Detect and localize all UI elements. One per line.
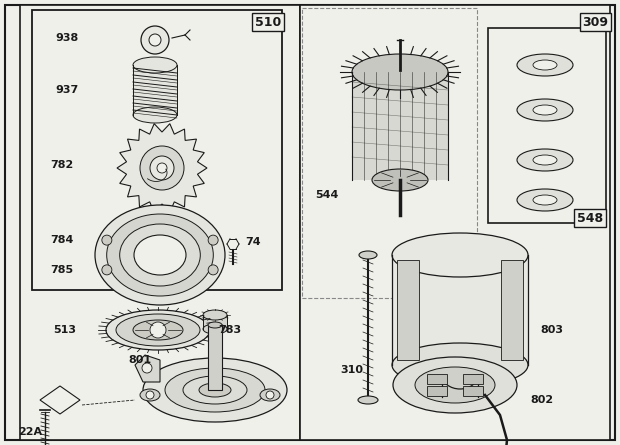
Ellipse shape bbox=[140, 389, 160, 401]
Text: 782: 782 bbox=[50, 160, 73, 170]
Bar bbox=[352, 72, 448, 180]
Ellipse shape bbox=[183, 376, 247, 404]
Ellipse shape bbox=[165, 368, 265, 412]
Circle shape bbox=[208, 265, 218, 275]
Bar bbox=[427, 386, 447, 396]
Bar bbox=[488, 28, 606, 223]
Ellipse shape bbox=[392, 343, 528, 387]
Ellipse shape bbox=[133, 320, 183, 340]
Polygon shape bbox=[117, 124, 207, 212]
Circle shape bbox=[150, 322, 166, 338]
Circle shape bbox=[149, 34, 161, 46]
Text: eReplacementParts.com: eReplacementParts.com bbox=[225, 215, 395, 230]
Ellipse shape bbox=[260, 389, 280, 401]
Circle shape bbox=[266, 391, 274, 399]
Text: 801: 801 bbox=[128, 355, 151, 365]
Ellipse shape bbox=[517, 189, 573, 211]
Ellipse shape bbox=[143, 358, 287, 422]
Text: 802: 802 bbox=[530, 395, 553, 405]
Ellipse shape bbox=[95, 205, 225, 305]
Ellipse shape bbox=[133, 107, 177, 123]
Bar bbox=[302, 8, 477, 298]
Bar bbox=[300, 5, 610, 440]
Ellipse shape bbox=[533, 195, 557, 205]
Ellipse shape bbox=[372, 169, 428, 191]
Text: 783: 783 bbox=[218, 325, 241, 335]
Ellipse shape bbox=[517, 54, 573, 76]
Text: 548: 548 bbox=[577, 211, 603, 224]
Ellipse shape bbox=[533, 105, 557, 115]
Text: 310: 310 bbox=[340, 365, 363, 375]
Circle shape bbox=[142, 363, 152, 373]
Text: 513: 513 bbox=[53, 325, 76, 335]
Bar bbox=[427, 374, 447, 384]
Ellipse shape bbox=[203, 310, 227, 320]
Ellipse shape bbox=[116, 314, 200, 346]
Ellipse shape bbox=[120, 224, 200, 286]
Circle shape bbox=[140, 146, 184, 190]
Circle shape bbox=[102, 235, 112, 245]
Text: 784: 784 bbox=[50, 235, 73, 245]
Circle shape bbox=[141, 26, 169, 54]
Bar bbox=[501, 260, 523, 360]
Text: 938: 938 bbox=[55, 33, 78, 43]
Ellipse shape bbox=[517, 99, 573, 121]
Ellipse shape bbox=[533, 155, 557, 165]
Circle shape bbox=[150, 156, 174, 180]
Bar bbox=[463, 386, 483, 396]
Ellipse shape bbox=[359, 251, 377, 259]
Ellipse shape bbox=[203, 324, 227, 334]
Ellipse shape bbox=[533, 60, 557, 70]
Bar bbox=[397, 260, 419, 360]
Text: 22A: 22A bbox=[18, 427, 42, 437]
Ellipse shape bbox=[393, 357, 517, 413]
Ellipse shape bbox=[358, 396, 378, 404]
Bar bbox=[463, 374, 483, 384]
Circle shape bbox=[157, 163, 167, 173]
Ellipse shape bbox=[392, 233, 528, 277]
Bar bbox=[392, 255, 528, 365]
Bar bbox=[32, 10, 282, 290]
Circle shape bbox=[208, 235, 218, 245]
Polygon shape bbox=[135, 355, 160, 382]
Ellipse shape bbox=[106, 310, 210, 350]
Ellipse shape bbox=[199, 383, 231, 397]
Circle shape bbox=[146, 391, 154, 399]
Text: 74: 74 bbox=[245, 237, 260, 247]
Text: 510: 510 bbox=[255, 16, 281, 28]
Bar bbox=[133, 65, 177, 115]
Text: 544: 544 bbox=[315, 190, 339, 200]
Bar bbox=[20, 5, 300, 440]
Ellipse shape bbox=[107, 214, 213, 296]
Text: 803: 803 bbox=[540, 325, 563, 335]
Text: 309: 309 bbox=[582, 16, 608, 28]
Ellipse shape bbox=[415, 367, 495, 403]
Bar bbox=[203, 315, 227, 329]
Ellipse shape bbox=[517, 149, 573, 171]
Text: 937: 937 bbox=[55, 85, 78, 95]
Circle shape bbox=[102, 265, 112, 275]
Text: 785: 785 bbox=[50, 265, 73, 275]
Bar bbox=[208, 325, 222, 390]
Ellipse shape bbox=[133, 57, 177, 73]
Ellipse shape bbox=[208, 322, 222, 328]
Ellipse shape bbox=[134, 235, 186, 275]
Ellipse shape bbox=[352, 54, 448, 90]
